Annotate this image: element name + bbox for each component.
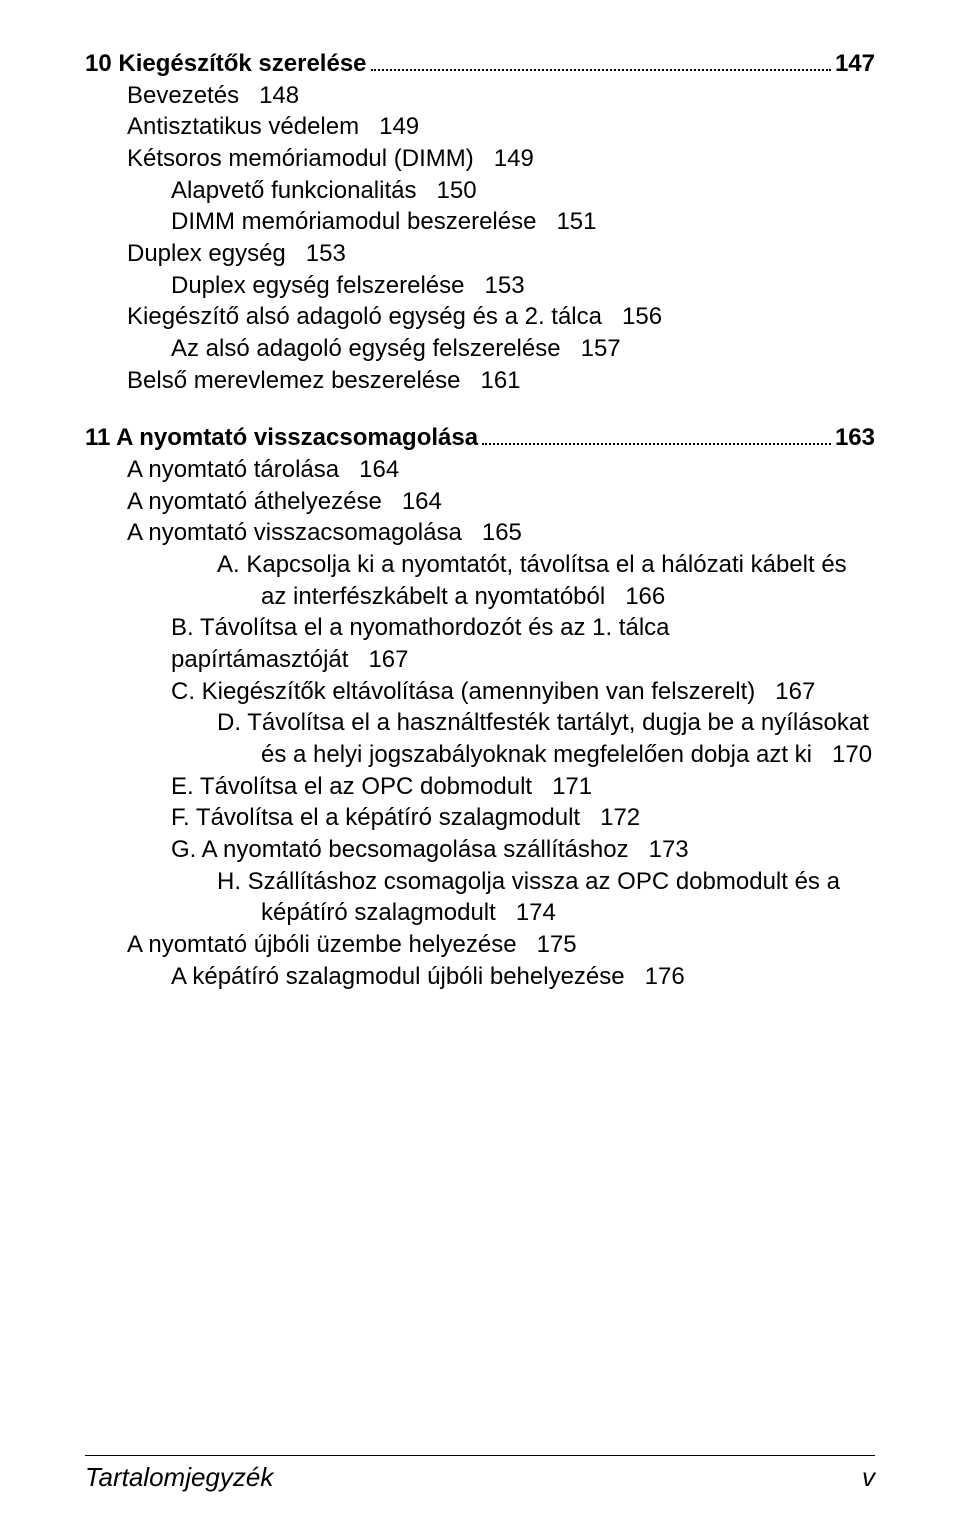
toc-page-number: 151 — [556, 208, 596, 235]
toc-entry: B. Távolítsa el a nyomathordozót és az 1… — [85, 612, 875, 675]
toc-page-number: 174 — [516, 899, 556, 926]
toc-page-number: 175 — [537, 931, 577, 958]
toc-entry: Kétsoros memóriamodul (DIMM) 149 — [85, 143, 875, 175]
toc-entry: A nyomtató tárolása 164 — [85, 454, 875, 486]
toc-entry: A képátíró szalagmodul újbóli behelyezés… — [85, 961, 875, 993]
toc-page-number: 149 — [494, 145, 534, 172]
toc-entry: Alapvető funkcionalitás 150 — [85, 175, 875, 207]
toc-entry-title: G. A nyomtató becsomagolása szállításhoz — [171, 836, 649, 863]
table-of-contents: 10 Kiegészítők szerelése 147 Bevezetés 1… — [85, 48, 875, 992]
toc-entry-title: E. Távolítsa el az OPC dobmodult — [171, 773, 552, 800]
toc-page-number: 172 — [600, 804, 640, 831]
toc-page-number: 173 — [649, 836, 689, 863]
toc-page-number: 170 — [832, 741, 872, 768]
toc-entry-title: A nyomtató tárolása — [127, 456, 359, 483]
toc-entry-title: B. Távolítsa el a nyomathordozót és az 1… — [171, 614, 670, 673]
toc-page-number: 171 — [552, 773, 592, 800]
toc-section-heading: 10 Kiegészítők szerelése 147 — [85, 48, 875, 80]
toc-entry: G. A nyomtató becsomagolása szállításhoz… — [85, 834, 875, 866]
toc-section-heading: 11 A nyomtató visszacsomagolása 163 — [85, 422, 875, 454]
toc-section-label: 10 Kiegészítők szerelése — [85, 48, 367, 80]
footer-title: Tartalomjegyzék — [85, 1462, 273, 1493]
toc-entry-title: Duplex egység — [127, 240, 306, 267]
toc-entry-title: Bevezetés — [127, 82, 259, 109]
toc-entry-title: Az alsó adagoló egység felszerelése — [171, 335, 581, 362]
toc-leader-dots — [371, 54, 831, 71]
toc-page-number: 156 — [622, 303, 662, 330]
toc-entry-title: Antisztatikus védelem — [127, 113, 379, 140]
toc-entry: DIMM memóriamodul beszerelése 151 — [85, 206, 875, 238]
toc-entry-title: A nyomtató áthelyezése — [127, 488, 402, 515]
toc-page-number: 153 — [306, 240, 346, 267]
toc-entry: Belső merevlemez beszerelése 161 — [85, 365, 875, 397]
toc-entry: A nyomtató újbóli üzembe helyezése 175 — [85, 929, 875, 961]
toc-entry: A nyomtató visszacsomagolása 165 — [85, 517, 875, 549]
toc-entry-title: A nyomtató visszacsomagolása — [127, 519, 482, 546]
toc-page-number: 165 — [482, 519, 522, 546]
toc-entry: H. Szállításhoz csomagolja vissza az OPC… — [85, 866, 875, 929]
toc-entry: Kiegészítő alsó adagoló egység és a 2. t… — [85, 301, 875, 333]
toc-leader-dots — [482, 429, 831, 446]
toc-page-number: 148 — [259, 82, 299, 109]
toc-entry: Az alsó adagoló egység felszerelése 157 — [85, 333, 875, 365]
toc-entry: A. Kapcsolja ki a nyomtatót, távolítsa e… — [85, 549, 875, 612]
toc-entry: A nyomtató áthelyezése 164 — [85, 486, 875, 518]
toc-page-number: 166 — [625, 583, 665, 610]
toc-entry: Duplex egység 153 — [85, 238, 875, 270]
toc-entry-title: A nyomtató újbóli üzembe helyezése — [127, 931, 537, 958]
toc-entry: Bevezetés 148 — [85, 80, 875, 112]
toc-section-label: 11 A nyomtató visszacsomagolása — [85, 422, 478, 454]
toc-page-number: 164 — [402, 488, 442, 515]
toc-page-number: 163 — [835, 422, 875, 454]
toc-page-number: 157 — [581, 335, 621, 362]
toc-page-number: 176 — [645, 963, 685, 990]
toc-entry-title: C. Kiegészítők eltávolítása (amennyiben … — [171, 678, 775, 705]
page-footer: Tartalomjegyzék v — [85, 1455, 875, 1493]
toc-entry-title: Kétsoros memóriamodul (DIMM) — [127, 145, 494, 172]
toc-entry-title: Alapvető funkcionalitás — [171, 177, 437, 204]
toc-entry: C. Kiegészítők eltávolítása (amennyiben … — [85, 676, 875, 708]
toc-entry: E. Távolítsa el az OPC dobmodult 171 — [85, 771, 875, 803]
toc-entry-title: A képátíró szalagmodul újbóli behelyezés… — [171, 963, 645, 990]
toc-entry: Duplex egység felszerelése 153 — [85, 270, 875, 302]
toc-page-number: 153 — [485, 272, 525, 299]
toc-entry-title: Belső merevlemez beszerelése — [127, 367, 480, 394]
toc-page-number: 167 — [775, 678, 815, 705]
toc-entry: F. Távolítsa el a képátíró szalagmodult … — [85, 802, 875, 834]
toc-page-number: 161 — [480, 367, 520, 394]
toc-page-number: 149 — [379, 113, 419, 140]
toc-entry-title: DIMM memóriamodul beszerelése — [171, 208, 556, 235]
toc-page-number: 164 — [359, 456, 399, 483]
toc-page-number: 167 — [368, 646, 408, 673]
toc-page-number: 150 — [437, 177, 477, 204]
toc-entry: Antisztatikus védelem 149 — [85, 111, 875, 143]
footer-page-number: v — [862, 1462, 875, 1493]
toc-page-number: 147 — [835, 48, 875, 80]
toc-entry: D. Távolítsa el a használtfesték tartály… — [85, 707, 875, 770]
toc-entry-title: Kiegészítő alsó adagoló egység és a 2. t… — [127, 303, 622, 330]
footer-rule — [85, 1455, 875, 1456]
toc-entry-title: D. Távolítsa el a használtfesték tartály… — [217, 709, 869, 768]
toc-entry-title: A. Kapcsolja ki a nyomtatót, távolítsa e… — [217, 551, 847, 610]
toc-entry-title: F. Távolítsa el a képátíró szalagmodult — [171, 804, 600, 831]
toc-entry-title: Duplex egység felszerelése — [171, 272, 485, 299]
